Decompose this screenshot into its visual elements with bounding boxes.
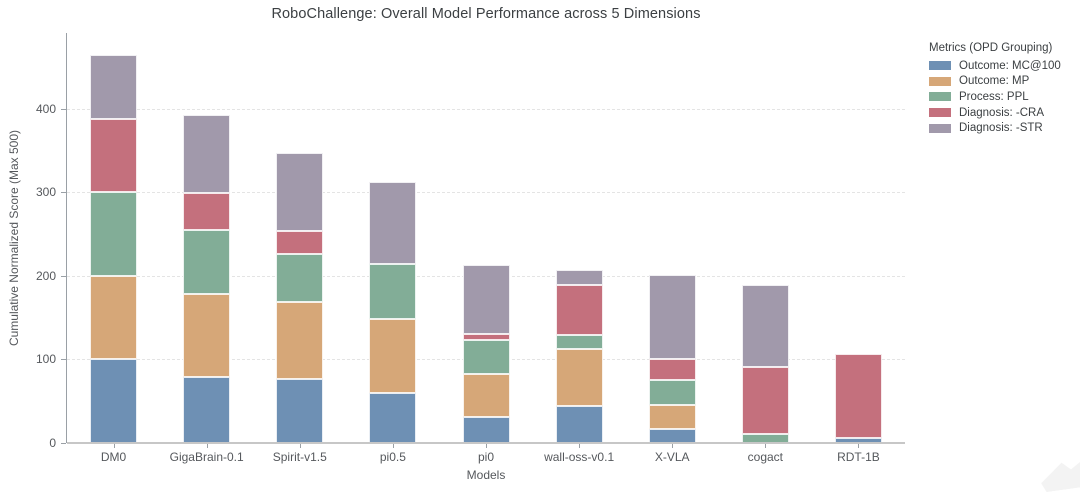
bar-segment: [834, 353, 882, 438]
x-tick-mark: [579, 444, 581, 448]
bar-segment: [183, 294, 231, 378]
x-tick-mark: [392, 444, 394, 448]
legend-item: Diagnosis: -STR: [929, 120, 1061, 136]
y-tick-label: 300: [35, 185, 56, 200]
bar-segment: [648, 404, 696, 429]
bar-segment: [555, 285, 603, 336]
bar-segment: [462, 373, 510, 418]
x-tick-label: pi0.5: [379, 450, 406, 464]
legend-label: Process: PPL: [959, 90, 1029, 103]
bar-segment: [648, 358, 696, 380]
bar-segment: [90, 275, 138, 360]
bar-segment: [90, 119, 138, 193]
bar-segment: [276, 301, 324, 379]
legend-swatch: [929, 61, 951, 71]
x-tick-mark: [858, 444, 860, 448]
legend-item: Outcome: MC@100: [929, 58, 1061, 74]
x-tick-mark: [672, 444, 674, 448]
x-tick-label: DM0: [100, 450, 127, 464]
bar-segment: [462, 334, 510, 341]
bar-segment: [183, 193, 231, 231]
gridline: [67, 108, 905, 110]
legend-item: Outcome: MP: [929, 74, 1061, 90]
watermark-logo: [1038, 455, 1080, 493]
legend-item: Process: PPL: [929, 89, 1061, 105]
plot-area: [67, 33, 905, 443]
x-tick-mark: [299, 444, 301, 448]
legend-label: Diagnosis: -STR: [959, 122, 1043, 135]
y-tick-mark: [61, 359, 66, 361]
x-tick-label: RDT-1B: [837, 450, 880, 464]
legend-rows: Outcome: MC@100 Outcome: MP Process: PPL Di…: [929, 58, 1061, 136]
x-tick-label: wall-oss-v0.1: [544, 450, 615, 464]
bar-segment: [90, 359, 138, 443]
legend-label: Outcome: MC@100: [959, 59, 1061, 72]
bar-segment: [555, 270, 603, 286]
gridline: [67, 192, 905, 194]
x-tick-mark: [206, 444, 208, 448]
x-tick-label: X-VLA: [654, 450, 690, 464]
bar-segment: [462, 417, 510, 443]
bar-segment: [462, 265, 510, 335]
bar-segment: [648, 428, 696, 443]
x-tick-mark: [765, 444, 767, 448]
bar-segment: [555, 335, 603, 350]
y-tick-mark: [61, 275, 66, 277]
bar-segment: [276, 378, 324, 443]
y-tick-mark: [61, 108, 66, 110]
bar-segment: [741, 367, 789, 434]
bar-segment: [183, 230, 231, 295]
x-tick-mark: [113, 444, 115, 448]
bar-segment: [648, 379, 696, 405]
bar-segment: [369, 392, 417, 443]
bar-segment: [648, 275, 696, 359]
bar-segment: [462, 340, 510, 374]
legend-swatch: [929, 123, 951, 133]
bar-segment: [276, 153, 324, 231]
x-tick-label: GigaBrain-0.1: [169, 450, 244, 464]
legend-swatch: [929, 108, 951, 118]
legend-swatch: [929, 92, 951, 102]
legend-label: Outcome: MP: [959, 75, 1030, 88]
legend-title: Metrics (OPD Grouping): [929, 42, 1053, 54]
bar-segment: [369, 264, 417, 320]
bar-segment: [555, 406, 603, 443]
x-tick-label: cogact: [747, 450, 783, 464]
y-tick-mark: [61, 443, 66, 444]
x-axis-title: Models: [466, 468, 506, 482]
bar-segment: [183, 114, 231, 194]
legend: Metrics (OPD Grouping) Outcome: MC@100 Ou…: [929, 42, 1061, 136]
bar-segment: [369, 181, 417, 265]
legend-swatch: [929, 76, 951, 86]
bar-segment: [90, 54, 138, 119]
legend-label: Diagnosis: -CRA: [959, 106, 1044, 119]
y-tick-label: 400: [35, 101, 56, 116]
bar-segment: [369, 319, 417, 393]
legend-item: Diagnosis: -CRA: [929, 105, 1061, 121]
chart-title: RoboChallenge: Overall Model Performance…: [271, 6, 701, 22]
x-tick-label: Spirit-v1.5: [272, 450, 327, 464]
bar-segment: [90, 192, 138, 276]
x-tick-mark: [486, 444, 487, 448]
x-axis-spine: [67, 442, 905, 444]
bar-segment: [276, 254, 324, 302]
bar-segment: [555, 349, 603, 407]
y-axis-title: Cumulative Normalized Score (Max 500): [7, 129, 21, 347]
y-tick-label: 100: [35, 352, 56, 367]
bar-segment: [741, 285, 789, 367]
bar-segment: [276, 230, 324, 255]
y-tick-mark: [61, 192, 66, 194]
y-tick-label: 200: [35, 268, 56, 283]
x-tick-label: pi0: [477, 450, 494, 464]
bar-segment: [183, 377, 231, 443]
y-tick-label: 0: [49, 436, 56, 450]
y-axis-spine: [66, 33, 67, 443]
